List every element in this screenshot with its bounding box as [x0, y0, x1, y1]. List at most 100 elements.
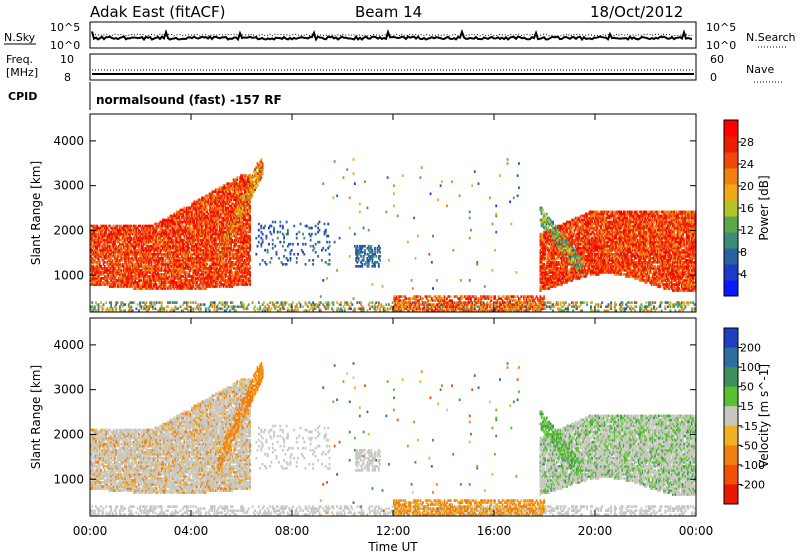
power-cell [97, 259, 100, 262]
power-cell [102, 228, 105, 232]
power-cell [117, 252, 120, 256]
power-cell [218, 301, 221, 304]
power-cell [336, 194, 339, 198]
power-cell [125, 275, 128, 278]
power-cell [314, 232, 317, 236]
power-cell [92, 234, 95, 238]
power-cell [122, 240, 125, 244]
power-cell [98, 283, 101, 286]
power-cell [132, 301, 135, 304]
power-cell [121, 234, 124, 238]
power-cell [203, 303, 206, 306]
power-cell [117, 234, 120, 238]
power-cell [289, 257, 292, 260]
power-cell [111, 271, 114, 274]
power-cell [101, 281, 104, 284]
power-cell [281, 224, 284, 228]
power-cell [105, 248, 108, 252]
power-cell [107, 259, 110, 262]
power-cell [308, 259, 311, 262]
power-cell [122, 250, 125, 254]
power-cell [322, 182, 325, 186]
power-cell [127, 305, 130, 309]
power-cell [276, 230, 279, 234]
power-cell [169, 301, 172, 304]
power-cell [108, 238, 111, 242]
power-cell [103, 226, 106, 230]
power-cell [103, 255, 106, 258]
power-cell [106, 271, 109, 274]
power-cell [112, 232, 115, 236]
power-cell [124, 228, 126, 232]
power-cell [106, 255, 109, 258]
power-cell [105, 246, 108, 250]
power-cell [97, 303, 100, 306]
power-cell [124, 279, 126, 282]
power-cell [92, 267, 95, 270]
power-cell [108, 255, 111, 258]
power-cell [107, 283, 110, 286]
power-cell [154, 307, 157, 311]
power-cell [126, 246, 129, 250]
power-cell [95, 250, 97, 254]
power-cell [100, 236, 102, 240]
power-cell [92, 252, 95, 256]
power-cell [101, 238, 104, 242]
power-cell [121, 242, 124, 246]
power-cell [116, 283, 119, 286]
power-cell [179, 305, 182, 309]
power-cell [111, 242, 114, 246]
power-cell [103, 257, 106, 260]
power-cell [264, 248, 267, 252]
power-cell [114, 281, 116, 284]
power-cell [100, 224, 102, 228]
power-cell [106, 283, 109, 286]
power-cell [333, 240, 336, 244]
power-cell [213, 301, 216, 304]
power-cell [305, 224, 308, 228]
power-cell [92, 263, 95, 266]
power-cell [360, 255, 363, 258]
power-cell [268, 305, 270, 309]
power-cell [96, 265, 99, 268]
power-cell [124, 236, 126, 240]
power-cell [95, 309, 97, 313]
power-cell [111, 246, 114, 250]
power-cell [90, 240, 92, 244]
power-cell [91, 257, 94, 260]
power-cell [101, 309, 104, 313]
power-cell [97, 255, 100, 258]
nsearch-label: N.Search [746, 31, 796, 44]
power-cell [100, 250, 102, 254]
power-cell [120, 301, 123, 304]
power-cell [90, 242, 92, 246]
power-cell [304, 263, 307, 266]
power-cell [124, 267, 126, 270]
power-cell [107, 234, 110, 238]
power-cell [112, 265, 115, 268]
power-cell [125, 279, 128, 282]
power-cell [106, 257, 109, 260]
power-cell [111, 236, 114, 240]
power-cell [98, 246, 101, 250]
freq-unit-label: [MHz] [6, 66, 38, 79]
power-cell [115, 281, 118, 284]
power-cell [121, 226, 124, 230]
power-cell [116, 285, 119, 288]
power-cell [309, 244, 312, 248]
power-cell [108, 248, 111, 252]
power-cell [122, 246, 125, 250]
power-cell [127, 309, 130, 313]
power-cell [295, 232, 298, 236]
power-cell [226, 301, 229, 304]
power-cell [97, 232, 100, 236]
power-cell [110, 279, 113, 282]
power-cell [110, 305, 113, 309]
power-cell [108, 224, 111, 228]
power-cell [111, 267, 114, 270]
power-cell [110, 271, 113, 274]
power-cell [96, 226, 99, 230]
power-cell [361, 263, 364, 266]
power-cell [102, 252, 105, 256]
power-cell [356, 301, 359, 304]
